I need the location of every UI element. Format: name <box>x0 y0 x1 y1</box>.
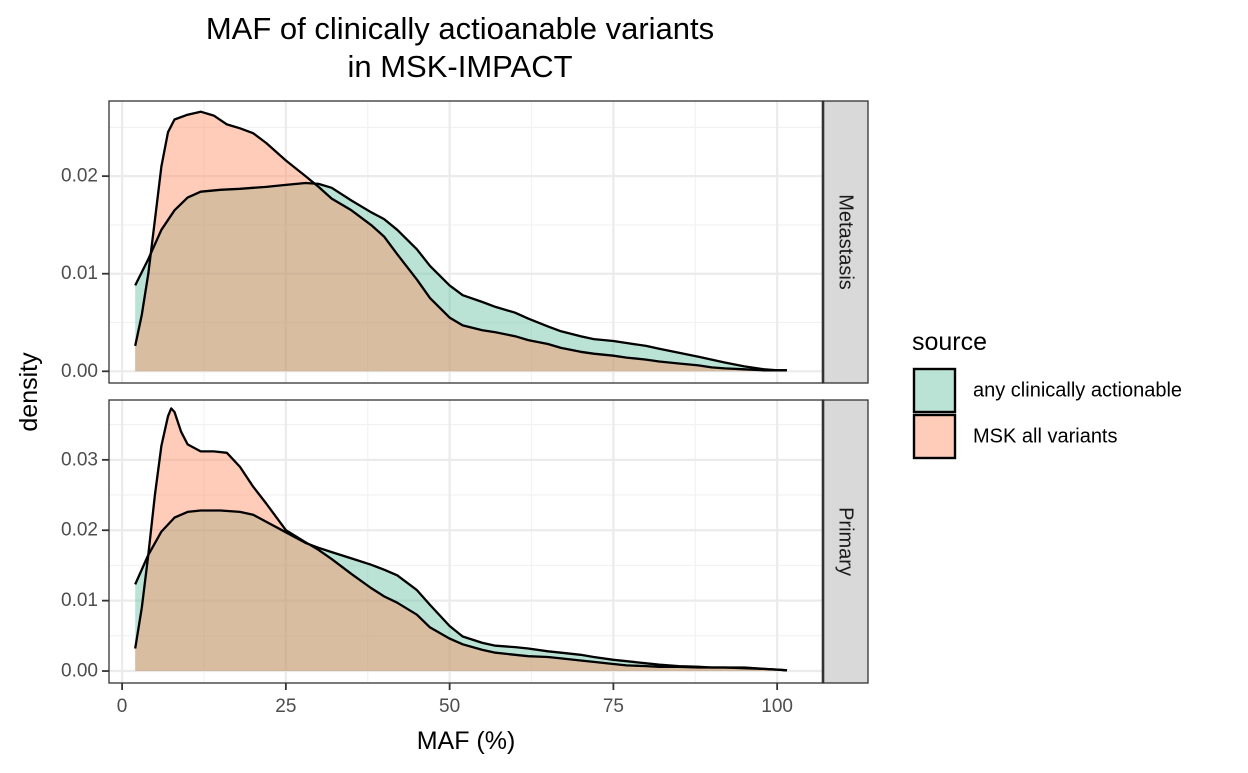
facet-label-primary: Primary <box>835 507 857 576</box>
legend-label: MSK all variants <box>973 426 1118 448</box>
chart-subtitle: in MSK-IMPACT <box>347 49 572 84</box>
y-tick-label: 0.02 <box>61 520 98 541</box>
x-tick-label: 75 <box>603 696 624 717</box>
legend: source any clinically actionable MSK all … <box>912 328 1182 460</box>
x-tick-label: 25 <box>275 696 296 717</box>
density-area-any-clinically-actionable <box>135 510 787 671</box>
y-tick-label: 0.01 <box>61 263 98 284</box>
y-axis-label: density <box>15 352 43 432</box>
legend-title: source <box>912 328 987 356</box>
facet-panel-primary: Primary 0.00 0.01 0.02 0.03 <box>61 399 869 684</box>
legend-item-msk-all-variants: MSK all variants <box>912 413 1118 460</box>
facet-panel-metastasis: Metastasis 0.00 0.01 0.02 <box>61 100 869 384</box>
y-tick-label: 0.00 <box>61 661 98 682</box>
y-tick-label: 0.02 <box>61 166 98 187</box>
y-tick-label: 0.01 <box>61 590 98 611</box>
density-line-any-clinically-actionable <box>134 181 787 372</box>
x-tick-label: 50 <box>439 696 460 717</box>
legend-item-any-clinically-actionable: any clinically actionable <box>912 367 1182 414</box>
facet-label-metastasis: Metastasis <box>835 194 857 290</box>
x-axis: 0 25 50 75 100 <box>117 683 793 717</box>
legend-swatch <box>912 367 957 414</box>
density-line-msk-all-variants <box>134 110 787 372</box>
facet-strip <box>822 399 869 684</box>
density-line-msk-all-variants <box>134 407 788 672</box>
legend-key-bg <box>914 415 955 458</box>
density-area-any-clinically-actionable <box>135 183 787 372</box>
facet-panels: Metastasis 0.00 0.01 0.02 Primary 0.00 0.01 0.0… <box>61 100 869 684</box>
facet-strip <box>822 100 869 384</box>
legend-label: any clinically actionable <box>973 380 1182 402</box>
y-tick-label: 0.00 <box>61 361 98 382</box>
density-area-msk-all-variants <box>135 408 787 671</box>
y-tick-label: 0.03 <box>61 449 98 470</box>
legend-key-bg <box>914 369 955 412</box>
panel-background <box>109 101 823 383</box>
x-tick-label: 0 <box>117 696 128 717</box>
x-tick-label: 100 <box>761 696 793 717</box>
x-axis-label: MAF (%) <box>417 727 516 755</box>
density-area-msk-all-variants <box>135 111 787 372</box>
legend-swatch <box>912 413 957 460</box>
chart-title: MAF of clinically actioanable variants <box>206 11 714 46</box>
